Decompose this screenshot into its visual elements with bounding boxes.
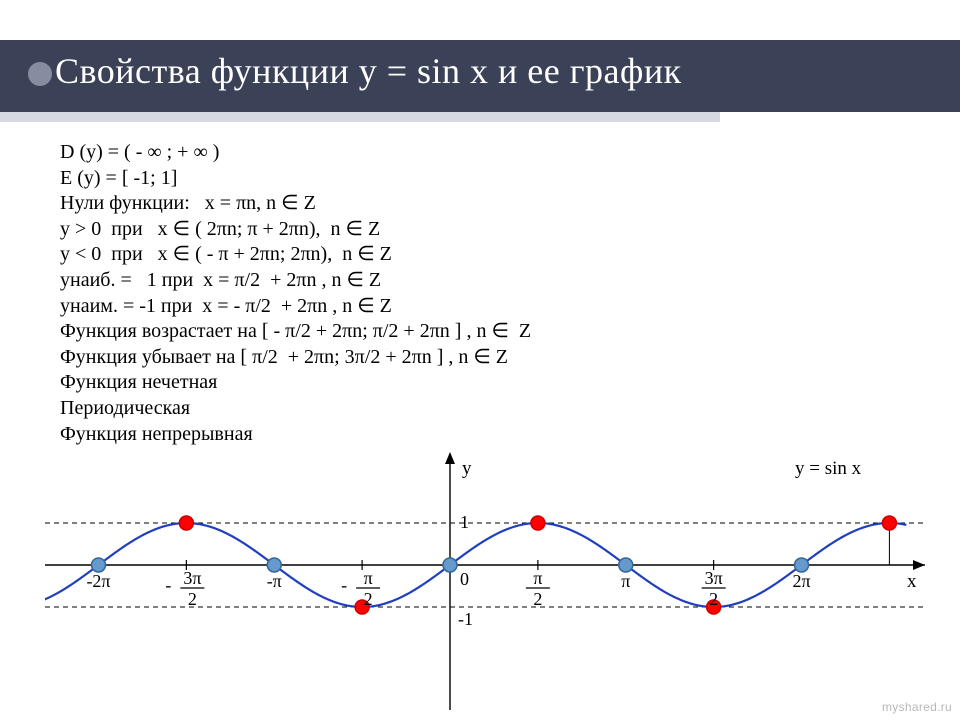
svg-text:π: π [533,568,542,588]
prop-line: yнаиб. = 1 при х = π/2 + 2πn , n ∈ Z [60,268,531,294]
svg-text:-: - [341,575,347,595]
svg-text:-π: -π [267,571,282,591]
svg-text:3π: 3π [705,568,723,588]
svg-text:у = sin x: у = sin x [795,458,862,479]
title-bullet-icon [28,62,52,86]
prop-line: Е (y) = [ -1; 1] [60,166,531,192]
svg-text:y: y [462,458,472,479]
svg-text:-2π: -2π [86,571,110,591]
prop-line: Нули функции: х = πn, n ∈ Z [60,191,531,217]
prop-line: Периодическая [60,396,531,422]
prop-line: у < 0 при х ∈ ( - π + 2πn; 2πn), n ∈ Z [60,242,531,268]
watermark: myshared.ru [882,700,952,714]
prop-line: yнаим. = -1 при х = - π/2 + 2πn , n ∈ Z [60,294,531,320]
svg-text:2: 2 [709,589,718,609]
svg-text:3π: 3π [183,568,201,588]
svg-text:x: x [907,571,917,592]
properties-list: D (y) = ( - ∞ ; + ∞ ) Е (y) = [ -1; 1] Н… [60,140,531,447]
prop-line: Функция непрерывная [60,422,531,448]
page-title: Свойства функции y = sin x и ее график [55,50,940,92]
prop-line: у > 0 при х ∈ ( 2πn; π + 2πn), n ∈ Z [60,217,531,243]
svg-text:2: 2 [364,589,373,609]
svg-text:-1: -1 [458,609,473,629]
prop-line: D (y) = ( - ∞ ; + ∞ ) [60,140,531,166]
title-stripe [0,112,720,122]
svg-text:1: 1 [460,512,469,532]
svg-text:π: π [364,568,373,588]
sine-chart: 1-10-2π-3π2-π-π2π2π3π22πyxу = sin x [45,450,925,710]
prop-line: Функция возрастает на [ - π/2 + 2πn; π/2… [60,319,531,345]
svg-text:-: - [165,575,171,595]
prop-line: Функция убывает на [ π/2 + 2πn; 3π/2 + 2… [60,345,531,371]
slide: { "title": "Свойства функции y = sin x и… [0,0,960,720]
sine-svg: 1-10-2π-3π2-π-π2π2π3π22πyxу = sin x [45,450,925,710]
svg-text:π: π [621,571,630,591]
svg-text:2: 2 [533,589,542,609]
svg-text:2π: 2π [792,571,810,591]
svg-text:0: 0 [460,569,469,589]
prop-line: Функция нечетная [60,370,531,396]
svg-text:2: 2 [188,589,197,609]
